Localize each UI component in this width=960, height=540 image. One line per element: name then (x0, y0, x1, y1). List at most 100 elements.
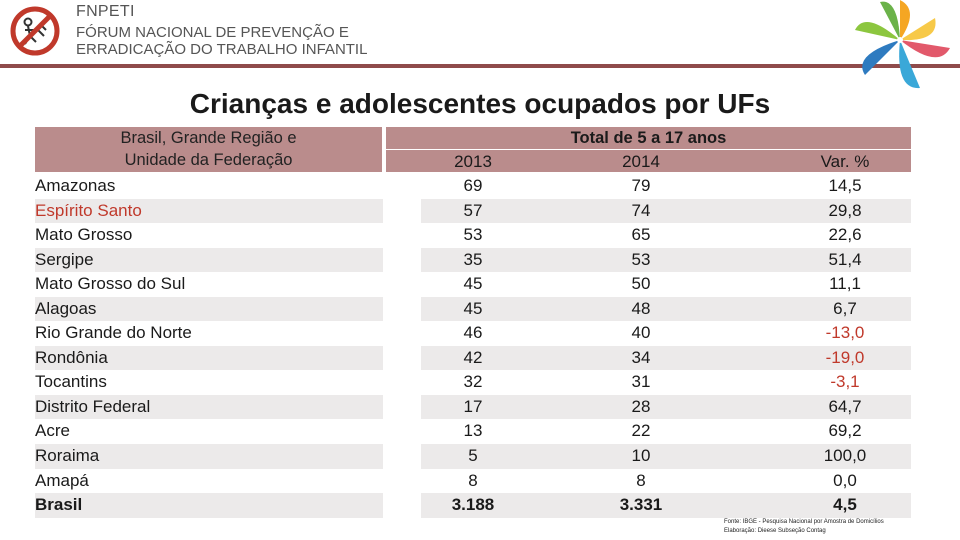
row-value-2013: 3.188 (451, 495, 495, 515)
row-name: Distrito Federal (35, 396, 151, 416)
row-value-2013: 69 (463, 176, 483, 195)
row-value-2013: 32 (463, 372, 483, 392)
row-value-2013: 45 (463, 298, 483, 318)
row-value-var: 51,4 (828, 249, 862, 269)
column-header-2013: 2013 (454, 152, 492, 171)
table-row: Espírito Santo 57 74 29,8 (35, 198, 911, 224)
row-value-var: -3,1 (830, 372, 860, 392)
slide-header: FNPETI FÓRUM NACIONAL DE PREVENÇÃO E ERR… (0, 0, 960, 68)
row-name: Mato Grosso do Sul (35, 274, 186, 294)
column-gap (383, 394, 421, 420)
row-value-2014: 48 (631, 298, 651, 318)
data-table: Amazonas 69 79 14,5 Espírito Santo 57 74 29,8 Ma… (35, 174, 911, 518)
source-line2: Elaboração: Dieese Subseção Contag (724, 528, 826, 534)
column-gap (383, 345, 421, 371)
row-value-2014: 10 (631, 446, 651, 466)
column-gap (383, 419, 421, 445)
column-header-2014: 2014 (622, 152, 660, 171)
row-name: Alagoas (35, 298, 97, 318)
table-row: Mato Grosso do Sul 45 50 11,1 (35, 272, 911, 297)
table-row: Sergipe 35 53 51,4 (35, 247, 911, 273)
row-value-2014: 31 (631, 372, 651, 392)
table-row: Acre 13 22 69,2 (35, 419, 911, 445)
row-value-var: 0,0 (833, 470, 857, 490)
row-value-var: 14,5 (828, 176, 862, 195)
row-value-2014: 8 (636, 470, 646, 490)
row-value-var: 69,2 (828, 421, 862, 441)
org-short-name: FNPETI (76, 3, 135, 20)
row-value-var: 29,8 (828, 200, 862, 220)
row-name: Tocantins (35, 372, 107, 392)
row-value-var: 4,5 (833, 495, 857, 515)
column-gap (383, 296, 421, 322)
row-value-var: -13,0 (825, 323, 865, 343)
region-header-line1: Brasil, Grande Região e (120, 129, 297, 147)
column-gap (383, 321, 421, 346)
pinwheel-icon (855, 0, 950, 89)
source-note: Fonte: IBGE - Pesquisa Nacional por Amos… (724, 518, 884, 536)
column-gap (383, 272, 421, 297)
table-row: Amapá 8 8 0,0 (35, 468, 911, 494)
row-name: Amazonas (35, 176, 116, 195)
table-row: Alagoas 45 48 6,7 (35, 296, 911, 322)
row-value-var: 100,0 (823, 446, 867, 466)
group-header-total: Total de 5 a 17 anos (570, 129, 727, 147)
row-value-2013: 5 (468, 446, 478, 466)
row-value-var: 6,7 (833, 298, 857, 318)
row-name: Amapá (35, 470, 89, 490)
table-row: Amazonas 69 79 14,5 (35, 174, 911, 199)
org-full-name: FÓRUM NACIONAL DE PREVENÇÃO E ERRADICAÇÃ… (76, 24, 367, 58)
row-name: Espírito Santo (35, 200, 142, 220)
table-row: Brasil 3.188 3.331 4,5 (35, 493, 911, 518)
row-value-2014: 28 (631, 396, 651, 416)
row-value-2014: 3.331 (619, 495, 663, 515)
table-row: Mato Grosso 53 65 22,6 (35, 223, 911, 248)
column-gap (383, 247, 421, 273)
row-value-2014: 40 (631, 323, 651, 343)
row-name: Rio Grande do Norte (35, 323, 192, 343)
page-title: Crianças e adolescentes ocupados por UFs (189, 88, 771, 119)
row-name: Sergipe (35, 249, 94, 269)
table-row: Distrito Federal 17 28 64,7 (35, 394, 911, 420)
row-value-2013: 45 (463, 274, 483, 294)
source-line1: Fonte: IBGE - Pesquisa Nacional por Amos… (724, 519, 884, 525)
row-value-2013: 35 (463, 249, 483, 269)
header-band-bottom (386, 150, 911, 172)
column-gap (383, 468, 421, 494)
column-gap (383, 198, 421, 224)
column-gap (383, 223, 421, 248)
header-divider (0, 64, 960, 68)
org-full-line1: FÓRUM NACIONAL DE PREVENÇÃO E (76, 24, 349, 41)
column-gap (383, 174, 421, 199)
row-value-2014: 74 (631, 200, 651, 220)
row-name: Rondônia (35, 347, 108, 367)
row-value-2013: 42 (463, 347, 483, 367)
row-name: Roraima (35, 446, 100, 466)
row-value-2014: 50 (631, 274, 651, 294)
row-name: Mato Grosso (35, 225, 133, 245)
row-value-2014: 34 (631, 347, 651, 367)
totals-column-header: Total de 5 a 17 anos 2013 2014 Var. % (386, 127, 911, 172)
org-full-line2: ERRADICAÇÃO DO TRABALHO INFANTIL (76, 41, 368, 58)
table-row: Rondônia 42 34 -19,0 (35, 345, 911, 371)
row-value-2013: 57 (463, 200, 483, 220)
row-value-2014: 65 (631, 225, 651, 245)
table-row: Roraima 5 10 100,0 (35, 444, 911, 469)
header-band-top (386, 127, 911, 149)
row-value-2013: 17 (463, 396, 483, 416)
row-value-var: 64,7 (828, 396, 862, 416)
row-value-2014: 79 (631, 176, 651, 195)
row-value-2013: 8 (468, 470, 478, 490)
column-gap (383, 370, 421, 395)
table-row: Rio Grande do Norte 46 40 -13,0 (35, 321, 911, 346)
row-value-var: 11,1 (829, 274, 861, 294)
row-value-2014: 22 (631, 421, 651, 441)
column-gap (383, 493, 421, 518)
row-value-var: 22,6 (828, 225, 862, 245)
row-value-2013: 53 (463, 225, 483, 245)
row-value-2013: 46 (463, 323, 483, 343)
row-name: Acre (35, 421, 70, 441)
region-header-line2: Unidade da Federação (124, 151, 293, 169)
row-name: Brasil (35, 495, 83, 515)
table-row: Tocantins 32 31 -3,1 (35, 370, 911, 395)
